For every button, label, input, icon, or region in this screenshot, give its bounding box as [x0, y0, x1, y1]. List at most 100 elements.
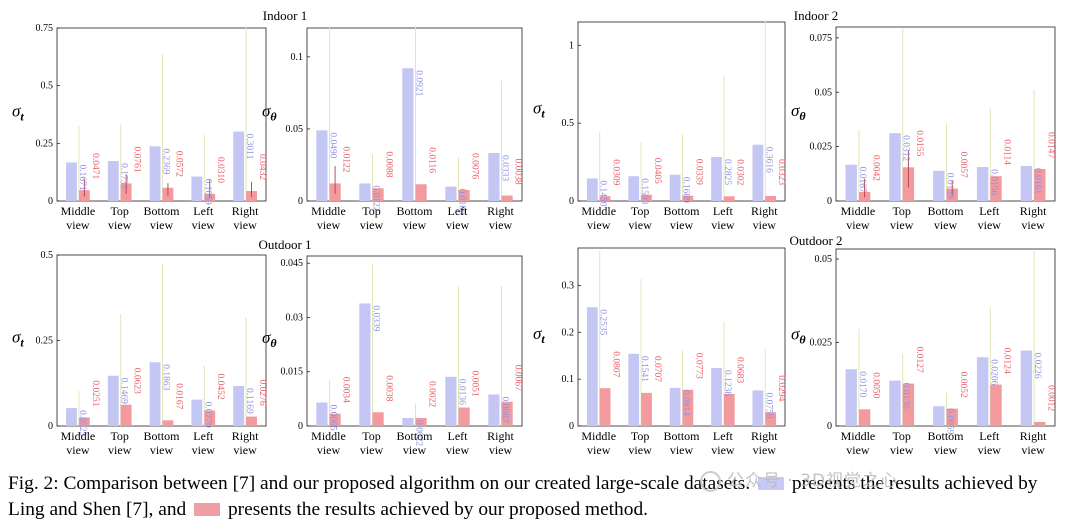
y-tick-label: 0.045 — [281, 258, 304, 269]
ling-value-label: 0.0170 — [857, 371, 867, 397]
ours-value-label: 0.0707 — [652, 356, 662, 382]
ours-value-label: 0.0405 — [652, 158, 662, 184]
ours-value-label: 0.0012 — [1045, 385, 1055, 411]
x-tick-label: Middle — [841, 429, 876, 443]
ours-value-label: 0.0088 — [384, 151, 394, 177]
ling-bar — [889, 380, 901, 426]
ling-value-label: 0.0065 — [328, 404, 338, 430]
x-tick-label: Bottom — [927, 204, 964, 218]
chart-panel-2: 00.050.1σθ0.04900.0122Middleview0.01220.… — [262, 26, 523, 232]
ling-bar — [752, 390, 764, 426]
x-tick-label: Top — [110, 204, 129, 218]
ours-value-label: 0.0294 — [776, 375, 786, 401]
x-tick-label-line2: view — [1021, 218, 1045, 232]
ling-bar — [976, 167, 989, 201]
caption-text-part2: presents the results achieved by Ling an… — [8, 473, 1038, 520]
ling-bar — [752, 144, 764, 201]
x-tick-label-line2: view — [108, 443, 132, 457]
ling-bar — [66, 408, 77, 426]
ling-bar — [359, 183, 371, 201]
ling-bar — [1020, 165, 1033, 201]
y-tick-label: 0.075 — [810, 33, 833, 44]
y-axis-label-symbol: σ — [12, 102, 21, 121]
y-tick-label: 0.75 — [36, 23, 54, 34]
y-axis-label-subscript: t — [20, 336, 24, 350]
x-tick-label: Left — [713, 429, 734, 443]
chart-title: Outdoor 1 — [258, 237, 311, 252]
x-tick-label: Right — [1020, 204, 1047, 218]
y-axis-label-subscript: θ — [270, 110, 277, 124]
ours-value-label: 0.0124 — [1002, 348, 1012, 374]
x-tick-label-line2: view — [446, 218, 470, 232]
x-tick-label-line2: view — [978, 443, 1002, 457]
ours-bar — [641, 194, 652, 201]
ling-value-label: 0.0921 — [414, 70, 424, 96]
y-tick-label: 0 — [48, 196, 53, 207]
y-axis-label: σt — [533, 99, 545, 121]
ours-bar — [641, 392, 652, 426]
x-tick-label-line2: view — [753, 218, 777, 232]
x-tick-label: Bottom — [663, 204, 700, 218]
x-tick-label-line2: view — [934, 443, 958, 457]
y-axis-label-subscript: t — [541, 107, 545, 121]
x-tick-label: Right — [232, 429, 259, 443]
x-tick-label: Middle — [61, 429, 96, 443]
y-tick-label: 0.05 — [286, 124, 304, 135]
ling-bar — [933, 170, 945, 201]
x-tick-label: Bottom — [396, 204, 433, 218]
x-tick-label-line2: view — [670, 443, 694, 457]
ours-bar — [120, 404, 132, 426]
x-tick-label-line2: view — [150, 443, 174, 457]
x-tick-label: Middle — [61, 204, 96, 218]
ours-bar — [1034, 169, 1046, 201]
y-tick-label: 0.1 — [562, 374, 575, 385]
ours-bar — [599, 196, 611, 201]
ours-bar — [372, 188, 384, 201]
x-tick-label: Top — [631, 204, 650, 218]
ling-value-label: 0.0759 — [763, 392, 773, 418]
ling-value-label: 0.2369 — [161, 148, 171, 174]
x-tick-label: Right — [232, 204, 259, 218]
caption-text-part1: Fig. 2: Comparison between [7] and our p… — [8, 473, 751, 494]
x-tick-label: Top — [892, 429, 911, 443]
chart-frame — [577, 247, 786, 427]
ling-bar — [586, 307, 598, 426]
x-tick-label: Right — [751, 204, 778, 218]
ours-value-label: 0.0050 — [870, 372, 880, 398]
ling-value-label: 0.0814 — [681, 390, 691, 416]
ling-bar — [628, 353, 640, 426]
chart-panel-6: 00.0150.030.045σθ0.00650.0034Middleview0… — [262, 255, 523, 457]
ours-value-label: 0.0773 — [693, 353, 703, 379]
ling-value-label: 0.1238 — [722, 370, 732, 396]
ours-value-label: 0.0116 — [427, 147, 437, 173]
y-axis-label: σt — [12, 328, 24, 350]
ours-bar — [501, 195, 513, 201]
ours-value-label: 0.0683 — [735, 357, 745, 383]
ling-value-label: 0.0770 — [202, 402, 212, 428]
y-tick-label: 0.05 — [815, 254, 833, 265]
ours-bar — [372, 412, 384, 426]
y-tick-label: 0.5 — [562, 118, 575, 129]
x-tick-label-line2: view — [587, 218, 611, 232]
ours-value-label: 0.0127 — [914, 347, 924, 373]
x-tick-label-line2: view — [66, 443, 90, 457]
ling-value-label: 0.0122 — [371, 185, 381, 211]
ling-bar — [107, 161, 119, 201]
y-tick-label: 0 — [827, 421, 832, 432]
ling-value-label: 0.0100 — [457, 189, 467, 215]
ours-value-label: 0.0761 — [132, 146, 142, 172]
y-tick-label: 0.025 — [810, 338, 833, 349]
x-tick-label-line2: view — [360, 443, 384, 457]
ling-bar — [107, 375, 119, 426]
ours-value-label: 0.0067 — [513, 365, 523, 391]
ling-bar — [488, 152, 500, 201]
ours-bar — [501, 401, 513, 426]
ling-value-label: 0.0136 — [457, 379, 467, 405]
y-axis-label-symbol: σ — [262, 102, 271, 121]
ours-bar — [723, 196, 735, 201]
x-tick-label-line2: view — [846, 218, 870, 232]
ours-bar — [946, 408, 958, 426]
ours-value-label: 0.0167 — [173, 383, 183, 409]
ling-bar — [628, 176, 640, 201]
